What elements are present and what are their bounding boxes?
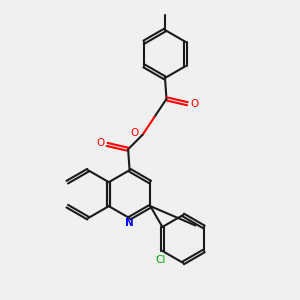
Text: O: O	[130, 128, 139, 138]
Text: Cl: Cl	[156, 254, 166, 265]
Text: O: O	[96, 138, 104, 148]
Text: O: O	[190, 99, 199, 109]
Text: N: N	[125, 218, 134, 228]
